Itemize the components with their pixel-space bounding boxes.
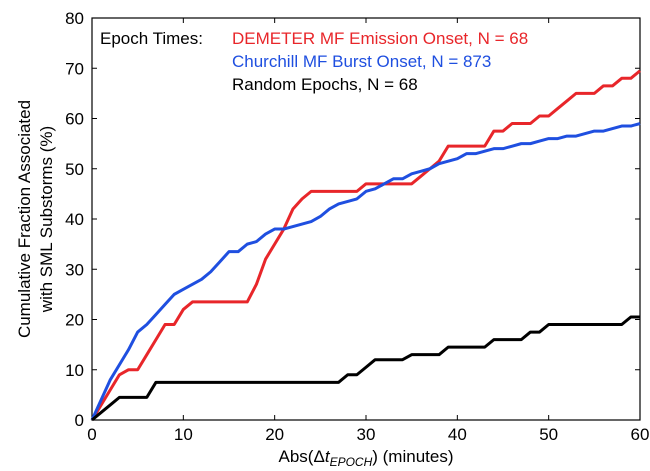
y-axis-label: Cumulative Fraction Associated: [15, 100, 34, 338]
y-tick-label: 10: [65, 361, 84, 380]
legend-entry: DEMETER MF Emission Onset, N = 68: [232, 29, 528, 48]
series-line: [91, 315, 640, 422]
x-label-part: t: [325, 447, 331, 466]
x-label-part: EPOCH: [330, 455, 373, 469]
x-tick-label: 50: [539, 425, 558, 444]
x-tick-label: 30: [357, 425, 376, 444]
y-tick-label: 80: [65, 9, 84, 28]
legend-title: Epoch Times:: [100, 29, 203, 48]
x-tick-label: 20: [265, 425, 284, 444]
y-tick-label: 40: [65, 210, 84, 229]
y-tick-label: 70: [65, 59, 84, 78]
x-axis-label: Abs(ΔtEPOCH) (minutes): [279, 447, 454, 469]
y-tick-label: 30: [65, 260, 84, 279]
x-tick-label: 40: [448, 425, 467, 444]
y-tick-label: 60: [65, 110, 84, 129]
x-label-part: Abs(Δ: [279, 447, 325, 466]
legend-entry: Churchill MF Burst Onset, N = 873: [232, 52, 491, 71]
series-line: [90, 69, 641, 421]
y-tick-label: 50: [65, 160, 84, 179]
series-line: [90, 122, 641, 421]
x-tick-label: 0: [87, 425, 96, 444]
x-label-part: ) (minutes): [372, 447, 453, 466]
y-tick-label: 0: [75, 411, 84, 430]
x-tick-label: 60: [631, 425, 650, 444]
y-axis-label: with SML Substorms (%): [37, 126, 56, 313]
x-tick-label: 10: [174, 425, 193, 444]
legend-entry: Random Epochs, N = 68: [232, 75, 418, 94]
y-tick-label: 20: [65, 311, 84, 330]
